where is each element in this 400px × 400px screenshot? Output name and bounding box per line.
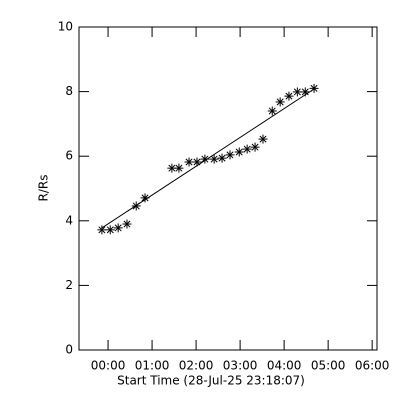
- x-axis-label: Start Time (28-Jul-25 23:18:07): [117, 374, 305, 388]
- asterisk-marker: [174, 163, 184, 173]
- x-tick-label: 01:00: [135, 359, 170, 373]
- asterisk-marker: [167, 163, 177, 173]
- y-axis-label: R/Rs: [37, 175, 51, 202]
- asterisk-marker: [184, 157, 194, 167]
- y-tick-label: 0: [65, 343, 73, 357]
- asterisk-marker: [267, 106, 277, 116]
- asterisk-marker: [113, 223, 123, 233]
- asterisk-marker: [122, 219, 132, 229]
- asterisk-marker: [97, 225, 107, 235]
- fit-line: [101, 88, 315, 229]
- asterisk-marker: [209, 154, 219, 164]
- y-tick-label: 6: [65, 149, 73, 163]
- y-tick-label: 10: [58, 20, 73, 34]
- asterisk-marker: [234, 147, 244, 157]
- y-tick-label: 2: [65, 278, 73, 292]
- asterisk-marker: [217, 153, 227, 163]
- x-tick-label: 04:00: [267, 359, 302, 373]
- plot-frame: [78, 26, 378, 351]
- asterisk-marker: [225, 150, 235, 160]
- asterisk-marker: [292, 87, 302, 97]
- y-tick-label: 8: [65, 84, 73, 98]
- asterisk-marker: [242, 144, 252, 154]
- asterisk-marker: [284, 91, 294, 101]
- asterisk-marker: [250, 142, 260, 152]
- x-tick-label: 03:00: [223, 359, 258, 373]
- asterisk-marker: [258, 134, 268, 144]
- asterisk-marker: [275, 97, 285, 107]
- x-tick-label: 00:00: [91, 359, 126, 373]
- x-tick-label: 06:00: [355, 359, 390, 373]
- asterisk-marker: [105, 225, 115, 235]
- x-tick-label: 02:00: [179, 359, 214, 373]
- y-tick-label: 4: [65, 213, 73, 227]
- x-tick-label: 05:00: [311, 359, 346, 373]
